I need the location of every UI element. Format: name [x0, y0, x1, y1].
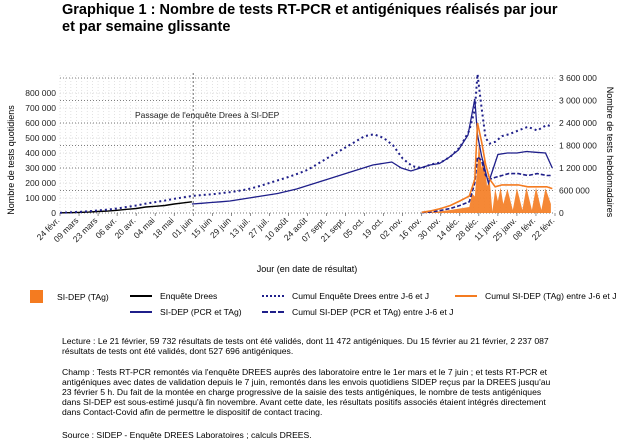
series-si-dep-pcr-tag-line [191, 98, 553, 205]
title-line-1: Graphique 1 : Nombre de tests RT-PCR et … [62, 2, 558, 18]
legend-item-enquete-drees: Enquête Drees [130, 291, 217, 301]
x-tick-label: 18 mai [151, 215, 176, 240]
note-champ: Champ : Tests RT-PCR remontés via l'enqu… [62, 367, 551, 417]
y-tick-left: 500 000 [25, 133, 56, 143]
y-tick-right: 3 000 000 [559, 96, 597, 106]
legend-item-cumul-si-dep: Cumul SI-DEP (PCR et TAg) entre J-6 et J [262, 307, 453, 317]
y-tick-right: 1 200 000 [559, 163, 597, 173]
legend-swatch-cumul-tag [455, 295, 477, 297]
legend-label-cumul-enquete: Cumul Enquête Drees entre J-6 et J [292, 291, 430, 301]
y-tick-right: 2 400 000 [559, 118, 597, 128]
series-enquete-drees-line [59, 201, 192, 214]
legend-label-si-dep-pcr-tag: SI-DEP (PCR et TAg) [160, 307, 242, 317]
series-cumul-tag-line [421, 122, 553, 214]
legend-swatch-cumul-enquete [262, 295, 284, 297]
legend-swatch-cumul-si-dep [262, 311, 284, 313]
title-line-2: et par semaine glissante [62, 19, 231, 35]
legend-label-cumul-tag: Cumul SI-DEP (TAg) entre J-6 et J [485, 291, 617, 301]
legend: SI-DEP (TAg) Enquête Drees Cumul Enquête… [30, 286, 630, 326]
annotation-text: Passage de l'enquête Drees à SI-DEP [135, 110, 280, 120]
legend-label-enquete-drees: Enquête Drees [160, 291, 218, 301]
legend-label-si-dep-tag: SI-DEP (TAg) [57, 291, 109, 302]
legend-item-si-dep-tag: SI-DEP (TAg) [30, 290, 109, 303]
y-tick-left: 0 [51, 208, 56, 218]
chart-title: Graphique 1 : Nombre de tests RT-PCR et … [62, 2, 622, 36]
grid-layer [59, 73, 556, 214]
series-si-dep-tag-area [421, 142, 551, 213]
x-tick-label: 29 juin [208, 215, 233, 240]
y-tick-right: 0 [559, 208, 564, 218]
x-tick-label: 13 juil. [227, 215, 251, 239]
legend-swatch-si-dep-tag [30, 290, 43, 303]
x-axis-label: Jour (en date de résultat) [257, 264, 358, 274]
y-tick-left: 200 000 [25, 178, 56, 188]
series-cumul-si-dep-line [421, 155, 553, 214]
legend-label-cumul-si-dep: Cumul SI-DEP (PCR et TAg) entre J-6 et J [292, 307, 454, 317]
legend-swatch-enquete-drees [130, 295, 152, 297]
y-tick-left: 400 000 [25, 148, 56, 158]
legend-item-cumul-tag: Cumul SI-DEP (TAg) entre J-6 et J [455, 291, 617, 301]
axis-layer: 0 100 000 200 000 300 000 400 000 500 000 600 … [25, 73, 597, 244]
y-tick-left: 300 000 [25, 163, 56, 173]
y-tick-right: 600 000 [559, 186, 590, 196]
note-source: Source : SIDEP - Enquête DREES Laboratoi… [62, 430, 312, 440]
y-tick-right: 3 600 000 [559, 73, 597, 83]
note-lecture: Lecture : Le 21 février, 59 732 résultat… [62, 336, 549, 356]
chart-area: 0 100 000 200 000 300 000 400 000 500 000 600 … [6, 73, 615, 274]
y-tick-left: 600 000 [25, 118, 56, 128]
y-tick-left: 100 000 [25, 193, 56, 203]
y-axis-right-label: Nombre de tests hebdomadaires [605, 87, 615, 218]
y-tick-left: 800 000 [25, 88, 56, 98]
y-tick-right: 1 800 000 [559, 141, 597, 151]
y-tick-left: 700 000 [25, 103, 56, 113]
y-axis-left-label: Nombre de tests quotidiens [6, 105, 16, 215]
series-layer [59, 74, 553, 214]
legend-item-cumul-enquete: Cumul Enquête Drees entre J-6 et J [262, 291, 429, 301]
legend-item-si-dep-pcr-tag: SI-DEP (PCR et TAg) [130, 307, 242, 317]
legend-swatch-si-dep-pcr-tag [130, 311, 152, 313]
